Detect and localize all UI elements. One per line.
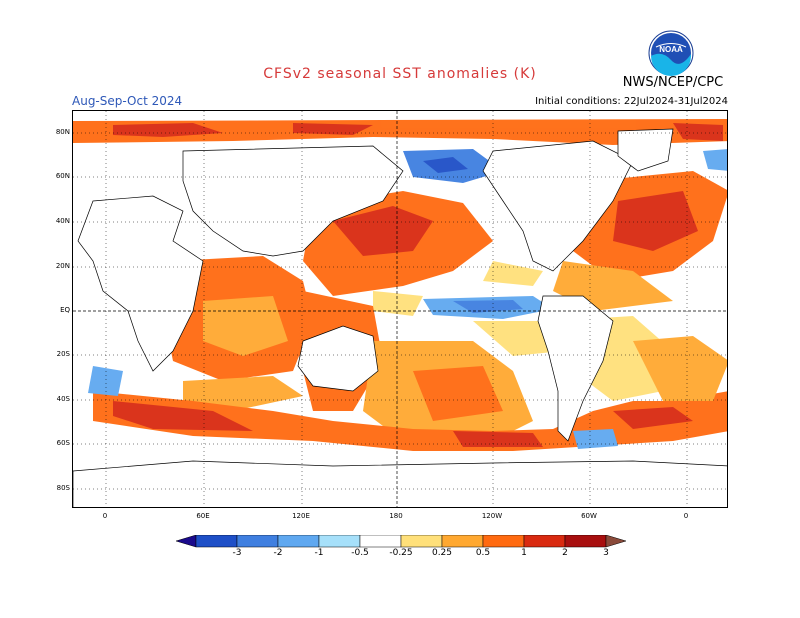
colorbar-swatch <box>400 534 443 548</box>
sst-anomaly-map <box>72 110 728 508</box>
colorbar-label: 3 <box>603 548 609 558</box>
colorbar-swatch <box>236 534 279 548</box>
logo-text: NOAA <box>659 45 683 54</box>
lon-label-0-east: 0 <box>683 512 689 520</box>
colorbar-swatch <box>523 534 566 548</box>
lat-label-80n: 80N <box>55 128 70 136</box>
colorbar-label: 1 <box>521 548 527 558</box>
lat-label-40s: 40S <box>56 395 70 403</box>
graticule <box>73 111 727 507</box>
season-label: Aug-Sep-Oct 2024 <box>72 94 183 108</box>
colorbar-swatch <box>482 534 525 548</box>
colorbar-swatch <box>564 534 607 548</box>
colorbar-swatch <box>277 534 320 548</box>
lon-label-60e: 60E <box>196 512 210 520</box>
continents <box>73 128 727 507</box>
lon-label-0: 0 <box>102 512 108 520</box>
colorbar-swatch <box>441 534 484 548</box>
colorbar-swatch <box>359 534 402 548</box>
reference-lines <box>73 111 727 507</box>
colorbar-min-arrow <box>175 534 197 548</box>
lat-label-60n: 60N <box>55 172 70 180</box>
lat-label-20s: 20S <box>56 350 70 358</box>
map-title: CFSv2 seasonal SST anomalies (K) <box>263 66 537 82</box>
colorbar <box>175 534 627 554</box>
noaa-logo: NOAA <box>648 30 694 76</box>
colorbar-swatch <box>318 534 361 548</box>
colorbar-max-arrow <box>605 534 627 548</box>
agency-label: NWS/NCEP/CPC <box>622 75 724 90</box>
lat-label-80s: 80S <box>56 484 70 492</box>
lon-label-120w: 120W <box>481 512 503 520</box>
lon-label-180: 180 <box>389 512 403 520</box>
colorbar-label: 2 <box>562 548 568 558</box>
colorbar-label: -2 <box>273 548 283 558</box>
lat-label-40n: 40N <box>55 217 70 225</box>
colorbar-label: -1 <box>314 548 324 558</box>
lon-label-60w: 60W <box>581 512 597 520</box>
colorbar-label: -3 <box>232 548 242 558</box>
colorbar-label: 0.25 <box>431 548 453 558</box>
lat-label-60s: 60S <box>56 439 70 447</box>
colorbar-label: -0.25 <box>389 548 413 558</box>
lon-label-120e: 120E <box>292 512 310 520</box>
initial-conditions-label: Initial conditions: 22Jul2024-31Jul2024 <box>535 96 728 107</box>
lat-label-20n: 20N <box>55 262 70 270</box>
colorbar-label: -0.5 <box>351 548 369 558</box>
colorbar-label: 0.5 <box>475 548 491 558</box>
lat-label-eq: EQ <box>60 306 70 314</box>
colorbar-swatch <box>195 534 238 548</box>
